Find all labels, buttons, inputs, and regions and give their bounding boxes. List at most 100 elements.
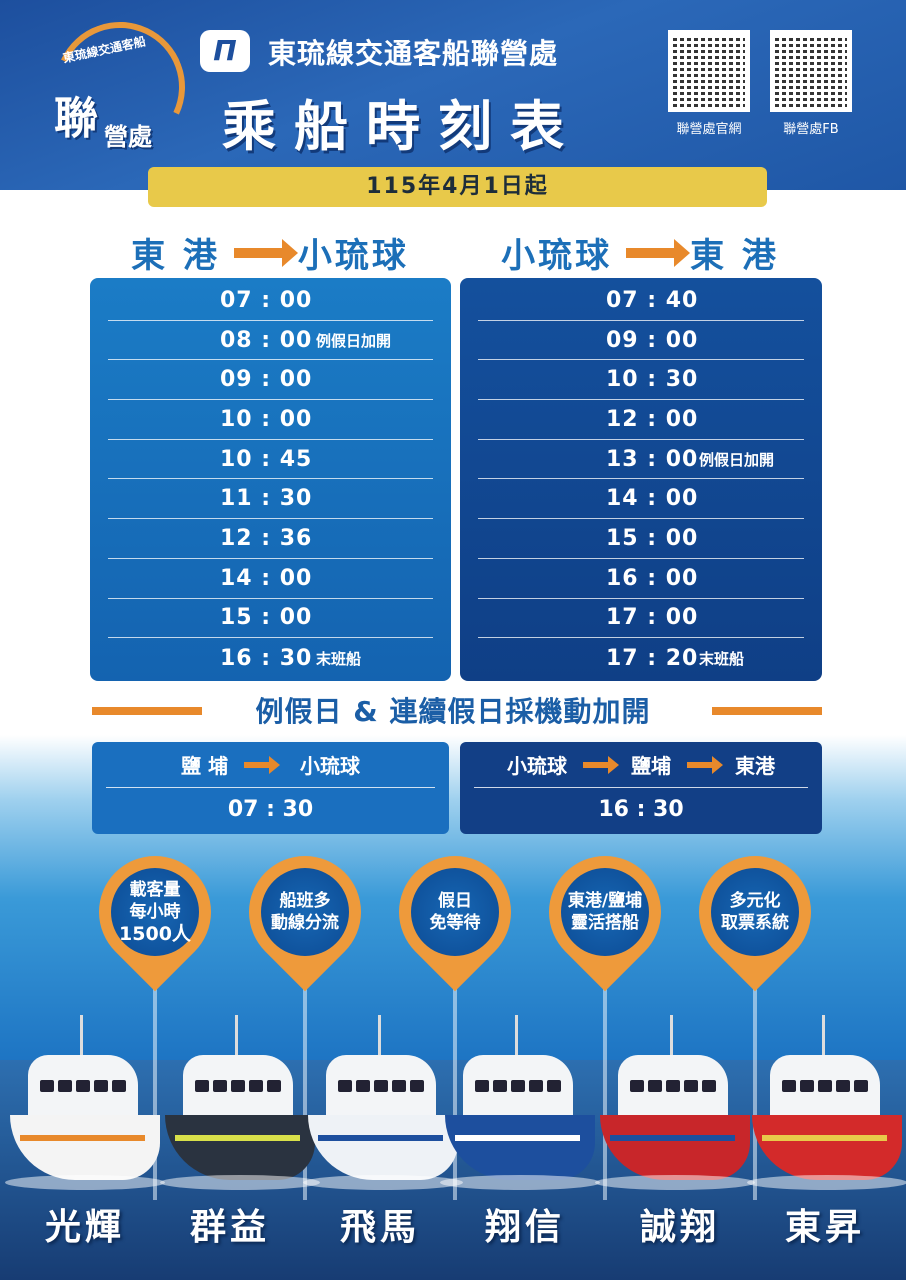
boat-name: 誠翔 — [639, 1207, 720, 1248]
departure-time: 08 : 00 — [220, 327, 313, 353]
qr-code-fb[interactable] — [770, 30, 852, 112]
boat-image — [303, 1015, 463, 1190]
departure-row: 09 : 00 — [108, 360, 433, 401]
departure-row: 14 : 00 — [478, 479, 804, 520]
feature-text: 免等待 — [429, 913, 481, 933]
boat-image — [747, 1015, 906, 1190]
departure-row: 17 : 20 末班船 — [478, 638, 804, 678]
departure-row: 15 : 00 — [478, 519, 804, 559]
qr-code-website[interactable] — [668, 30, 750, 112]
feature-text: 多元化 — [729, 891, 781, 911]
feature-text: 東港/鹽埔 — [567, 891, 643, 911]
header-banner: 東琉線交通客船 聯 營處 Π 東琉線交通客船聯營處 乘船時刻表 聯營處官網 聯營… — [0, 0, 906, 190]
divider — [712, 707, 822, 715]
departure-row: 17 : 00 — [478, 599, 804, 639]
departure-row: 14 : 00 — [108, 559, 433, 599]
departure-time: 07 : 00 — [220, 287, 313, 313]
departure-row: 15 : 00 — [108, 599, 433, 639]
pin-pole — [753, 980, 757, 1200]
feature-text: 靈活搭船 — [571, 913, 639, 933]
timetable-donggang-to-xiaoliuqiu: 07 : 00 08 : 00 例假日加開 09 : 00 10 : 00 10 : 45… — [90, 278, 451, 681]
holiday-title: 例假日 & 連續假日採機動加開 — [255, 695, 651, 728]
departure-row: 12 : 36 — [108, 519, 433, 559]
feature-text: 取票系統 — [721, 913, 789, 933]
departure-note: 例假日加開 — [316, 331, 392, 350]
departure-row: 10 : 45 — [108, 440, 433, 480]
departure-time: 16 : 00 — [606, 565, 699, 591]
departure-time: 10 : 45 — [220, 446, 313, 472]
boat-image — [5, 1015, 165, 1190]
boat-image — [595, 1015, 755, 1190]
boat-image — [440, 1015, 600, 1190]
arrow-right-icon — [233, 238, 298, 267]
departure-row: 16 : 00 — [478, 559, 804, 599]
feature-text: 船班多 — [279, 891, 331, 911]
departure-row: 07 : 40 — [478, 281, 804, 321]
holiday-route-yanpu: 鹽 埔小琉球 07 : 30 — [92, 742, 449, 834]
feature-pin: 船班多 動線分流 — [225, 832, 385, 994]
departure-row: 07 : 00 — [108, 281, 433, 321]
logo: 東琉線交通客船 聯 營處 — [36, 3, 204, 171]
departure-time: 10 : 30 — [606, 367, 699, 393]
departure-time: 09 : 00 — [220, 367, 313, 393]
departure-time: 15 : 00 — [606, 525, 699, 551]
feature-text: 1500人 — [119, 923, 191, 945]
departure-time: 14 : 00 — [606, 486, 699, 512]
departure-row: 10 : 30 — [478, 360, 804, 401]
boat-name: 翔信 — [484, 1207, 565, 1248]
boat-name: 群益 — [189, 1207, 270, 1248]
departure-row: 09 : 00 — [478, 321, 804, 361]
departure-time: 15 : 00 — [220, 605, 313, 631]
feature-pin: 載客量 每小時 1500人 — [75, 832, 235, 994]
arrow-right-icon — [626, 238, 691, 267]
departure-time: 17 : 00 — [606, 605, 699, 631]
arrow-right-icon — [583, 755, 619, 774]
departure-time: 13 : 00 — [606, 446, 699, 472]
departure-row: 10 : 00 — [108, 400, 433, 440]
feature-text: 假日 — [438, 891, 472, 911]
feature-pin: 假日 免等待 — [375, 832, 535, 994]
brand-mark-icon: Π — [200, 30, 250, 72]
departure-note: 末班船 — [699, 649, 745, 668]
arrow-right-icon — [243, 755, 280, 774]
departure-time: 07 : 40 — [606, 287, 699, 313]
feature-text: 動線分流 — [271, 913, 339, 933]
departure-time: 09 : 00 — [606, 327, 699, 353]
departure-note: 末班船 — [316, 649, 362, 668]
boat-name: 光輝 — [44, 1207, 125, 1248]
departure-time: 16 : 30 — [220, 645, 313, 671]
arrow-right-icon — [687, 755, 723, 774]
departure-time: 12 : 36 — [220, 525, 313, 551]
feature-text: 載客量 — [129, 880, 181, 900]
departure-row: 11 : 30 — [108, 479, 433, 520]
divider — [92, 707, 202, 715]
departure-time: 10 : 00 — [220, 406, 313, 432]
departure-time: 12 : 00 — [606, 406, 699, 432]
pin-pole — [453, 980, 457, 1200]
boat-image — [160, 1015, 320, 1190]
departure-note: 例假日加開 — [699, 450, 775, 469]
feature-pin: 多元化 取票系統 — [675, 832, 835, 994]
page-title: 乘船時刻表 — [222, 95, 582, 158]
departure-row: 16 : 30 末班船 — [108, 638, 433, 678]
timetable-xiaoliuqiu-to-donggang: 07 : 40 09 : 00 10 : 30 12 : 00 13 : 00 例假日加開… — [460, 278, 822, 681]
boat-name: 東昇 — [784, 1207, 865, 1248]
qr-label: 聯營處官網 — [676, 122, 742, 137]
departure-time: 14 : 00 — [220, 565, 313, 591]
qr-label: 聯營處FB — [783, 122, 839, 137]
departure-time: 17 : 20 — [606, 645, 699, 671]
pin-pole — [153, 980, 157, 1200]
holiday-route-return: 小琉球 鹽埔 東港 16 : 30 — [460, 742, 822, 834]
pin-pole — [603, 980, 607, 1200]
route-title: 小琉球東 港 — [501, 236, 779, 276]
route-title: 東 港小琉球 — [131, 236, 409, 276]
boat-name: 飛馬 — [339, 1207, 420, 1248]
organization-name: 東琉線交通客船聯營處 — [268, 37, 559, 70]
feature-pin: 東港/鹽埔 靈活搭船 — [525, 832, 685, 994]
departure-row: 12 : 00 — [478, 400, 804, 440]
effective-date: 115年4月1日起 — [148, 167, 767, 207]
departure-row: 13 : 00 例假日加開 — [478, 440, 804, 480]
departure-time: 11 : 30 — [220, 486, 313, 512]
pin-pole — [303, 980, 307, 1200]
departure-row: 08 : 00 例假日加開 — [108, 321, 433, 361]
